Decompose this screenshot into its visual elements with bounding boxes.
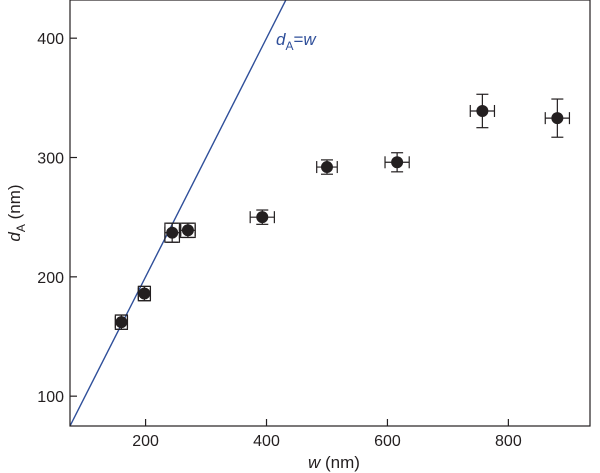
data-marker	[320, 161, 333, 174]
y-axis-title: dA (nm)	[5, 184, 28, 241]
data-marker	[551, 112, 564, 125]
reference-line	[70, 0, 287, 426]
x-axis-title-var: w	[308, 453, 322, 472]
data-marker	[138, 287, 151, 300]
x-axis-title-unit: (nm)	[320, 453, 360, 472]
y-axis-title-sub: A	[14, 224, 28, 232]
data-marker	[391, 156, 404, 169]
ref-label-main: d	[276, 30, 286, 49]
y-tick-label: 200	[37, 270, 64, 287]
ref-label-sub: A	[285, 39, 293, 53]
data-marker	[476, 104, 489, 117]
y-axis-title-unit: (nm)	[5, 184, 24, 224]
x-axis-title: w (nm)	[308, 453, 360, 472]
y-tick-label: 100	[37, 389, 64, 406]
data-point	[137, 285, 152, 302]
data-point	[384, 152, 410, 173]
data-point	[180, 222, 196, 239]
data-points-layer	[114, 93, 571, 330]
data-point	[544, 98, 571, 138]
data-point	[114, 314, 129, 330]
ref-label-eq: =	[293, 30, 303, 49]
x-tick-label: 400	[253, 433, 280, 450]
x-tick-label: 800	[495, 433, 522, 450]
ref-label-var: w	[303, 30, 317, 49]
data-point	[164, 222, 181, 243]
data-marker	[166, 226, 179, 239]
data-marker	[256, 211, 269, 224]
data-marker	[115, 316, 128, 329]
reference-line-layer	[70, 0, 287, 426]
y-tick-label: 400	[37, 31, 64, 48]
data-point	[316, 159, 338, 175]
x-tick-label: 600	[374, 433, 401, 450]
plot-frame	[69, 0, 591, 427]
reference-line-label: dA=w	[276, 30, 317, 53]
data-marker	[181, 224, 194, 237]
y-tick-label: 300	[37, 151, 64, 168]
y-axis-title-var: d	[5, 232, 24, 242]
data-point	[469, 93, 496, 129]
data-point	[249, 209, 275, 225]
x-tick-label: 200	[132, 433, 159, 450]
axis-ticks-layer: 200 400 600 800 100 200 300 400	[37, 31, 522, 450]
